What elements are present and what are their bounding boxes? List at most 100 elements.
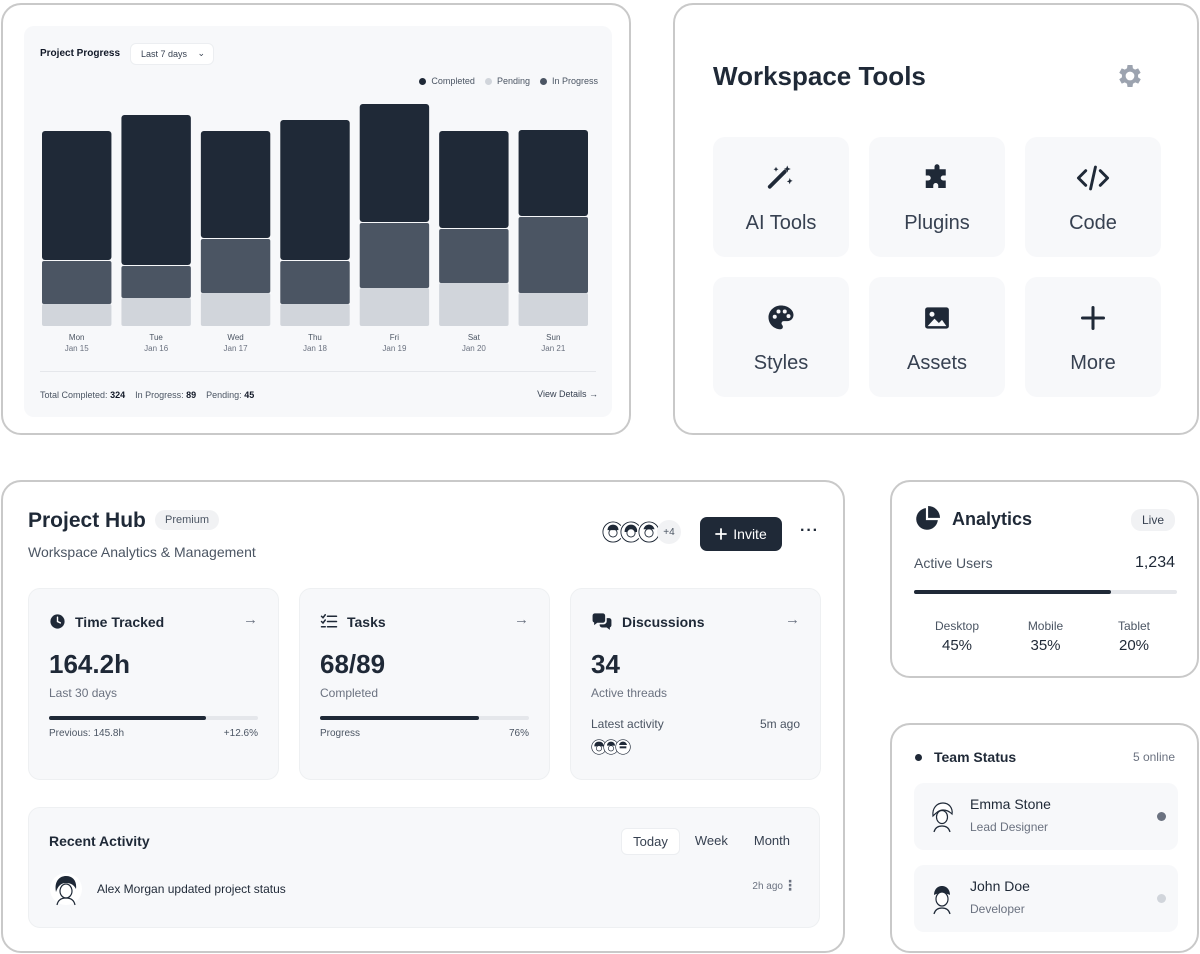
tab-today[interactable]: Today xyxy=(621,828,680,855)
arrow-right-icon[interactable]: → xyxy=(243,611,258,628)
time-tracked-card[interactable]: Time Tracked → 164.2h Last 30 days Previ… xyxy=(28,588,279,780)
invite-label: Invite xyxy=(733,526,767,542)
plus-icon xyxy=(715,528,728,540)
image-icon xyxy=(920,301,954,335)
device-value: 35% xyxy=(1030,637,1061,654)
x-tick-date: Jan 20 xyxy=(462,344,487,353)
summary-in-progress: In Progress: 89 xyxy=(135,390,196,400)
bar-in-progress-sun xyxy=(518,217,588,293)
activity-item[interactable]: Alex Morgan updated project status xyxy=(49,872,286,906)
device-label: Tablet xyxy=(1117,619,1151,633)
tool-plugins[interactable]: Plugins xyxy=(869,137,1005,257)
member-avatars[interactable]: +4 xyxy=(601,520,681,544)
gear-icon[interactable] xyxy=(1115,61,1145,91)
stacked-bar-chart: Mon Jan 15 Tue Jan 16 Wed Jan 17 Thu Jan 18 Fri J… xyxy=(42,104,588,353)
tab-month[interactable]: Month xyxy=(753,833,790,848)
date-range-select[interactable]: Last 7 days ⌄ xyxy=(130,43,214,65)
device-tablet: Tablet 20% xyxy=(1091,619,1177,654)
x-tick-date: Jan 18 xyxy=(303,344,328,353)
bar-pending-sun xyxy=(518,293,588,326)
tasks-progress xyxy=(320,716,529,720)
member-status-indicator xyxy=(1157,894,1166,903)
analytics-title: Analytics xyxy=(952,509,1033,529)
recent-activity-panel: Recent Activity Today Week Month Alex Mo… xyxy=(28,807,820,928)
discussion-participants xyxy=(591,739,631,755)
arrow-right-icon[interactable]: → xyxy=(785,611,800,628)
summary-pending-value: 45 xyxy=(244,390,255,400)
active-users-value: 1,234 xyxy=(1134,554,1175,571)
team-member[interactable]: Emma Stone Lead Designer xyxy=(914,783,1178,850)
member-role: Developer xyxy=(970,902,1025,916)
clock-icon xyxy=(50,614,65,629)
kebab-menu-icon[interactable]: ⋮ xyxy=(783,877,797,893)
tasks-header: Tasks xyxy=(320,613,386,630)
code-icon xyxy=(1076,161,1110,195)
x-tick-day: Tue xyxy=(149,333,163,342)
team-member[interactable]: John Doe Developer xyxy=(914,865,1178,932)
arrow-right-icon: → xyxy=(589,389,598,399)
tool-styles[interactable]: Styles xyxy=(713,277,849,397)
live-badge: Live xyxy=(1130,509,1175,531)
bar-completed-wed xyxy=(200,131,271,238)
time-tracked-title: Time Tracked xyxy=(75,613,165,630)
more-members-count: +4 xyxy=(657,520,681,544)
device-breakdown: Desktop 45% Mobile 35% Tablet 20% xyxy=(914,619,1177,654)
invite-button[interactable]: Invite xyxy=(700,517,782,551)
time-tracked-value: 164.2h xyxy=(49,649,130,679)
tool-label: Plugins xyxy=(904,212,970,234)
tasks-progress-value: 76% xyxy=(508,728,529,739)
device-label: Desktop xyxy=(934,619,980,633)
tool-code[interactable]: Code xyxy=(1025,137,1161,257)
activity-text: Alex Morgan updated project status xyxy=(97,882,286,896)
avatar xyxy=(50,873,82,906)
active-users-progress xyxy=(914,590,1177,594)
project-progress-panel: Project Progress Last 7 days ⌄ Completed… xyxy=(24,26,612,417)
bar-completed-sat xyxy=(439,131,509,228)
chart-legend: Completed Pending In Progress xyxy=(419,76,598,86)
tool-label: AI Tools xyxy=(745,212,817,234)
member-name: John Doe xyxy=(970,878,1030,894)
member-name: Emma Stone xyxy=(970,796,1051,812)
bar-in-progress-tue xyxy=(121,266,191,298)
tool-label: Code xyxy=(1069,212,1117,234)
bar-completed-fri xyxy=(359,104,430,222)
member-status-indicator xyxy=(1157,812,1166,821)
workspace-tools-title: Workspace Tools xyxy=(713,61,926,91)
device-value: 20% xyxy=(1118,637,1150,654)
avatar xyxy=(615,739,631,755)
discussions-value: 34 xyxy=(591,649,620,679)
discussions-card[interactable]: Discussions → 34 Active threads Latest a… xyxy=(570,588,821,780)
x-tick-day: Fri xyxy=(390,333,400,342)
discussions-header: Discussions xyxy=(591,613,704,631)
tasks-footer: Progress 76% xyxy=(320,728,529,739)
tool-more[interactable]: More xyxy=(1025,277,1161,397)
tool-assets[interactable]: Assets xyxy=(869,277,1005,397)
legend-in-progress: In Progress xyxy=(539,76,598,86)
legend-in-progress-label: In Progress xyxy=(551,76,598,86)
activity-range-tabs: Today Week Month xyxy=(621,828,801,855)
tasks-status: Completed xyxy=(320,686,379,700)
more-options-icon[interactable]: ··· xyxy=(800,522,819,539)
x-tick-date: Jan 19 xyxy=(382,344,407,353)
view-details-label: View Details xyxy=(537,389,587,399)
x-tick-day: Sun xyxy=(546,333,560,342)
tab-week[interactable]: Week xyxy=(694,833,728,848)
tool-ai-tools[interactable]: AI Tools xyxy=(713,137,849,257)
x-tick-date: Jan 17 xyxy=(224,344,249,353)
tasks-card[interactable]: Tasks → 68/89 Completed Progress 76% xyxy=(299,588,550,780)
summary-in-progress-value: 89 xyxy=(186,390,197,400)
tool-label: More xyxy=(1070,352,1116,374)
latest-activity-label: Latest activity xyxy=(591,717,664,731)
project-hub-card: Project Hub Premium Workspace Analytics … xyxy=(1,480,845,953)
member-role: Lead Designer xyxy=(970,820,1049,834)
legend-pending-label: Pending xyxy=(496,76,530,86)
device-label: Mobile xyxy=(1027,619,1064,633)
bar-completed-sun xyxy=(518,130,588,216)
arrow-right-icon[interactable]: → xyxy=(514,611,529,628)
view-details-link[interactable]: View Details → xyxy=(537,389,598,399)
legend-completed-swatch xyxy=(419,77,427,85)
tasks-progress-label: Progress xyxy=(320,728,361,739)
time-tracked-footer: Previous: 145.8h +12.6% xyxy=(49,728,258,739)
time-tracked-change: +12.6% xyxy=(223,728,258,739)
summary-completed-label: Total Completed: xyxy=(40,390,108,400)
